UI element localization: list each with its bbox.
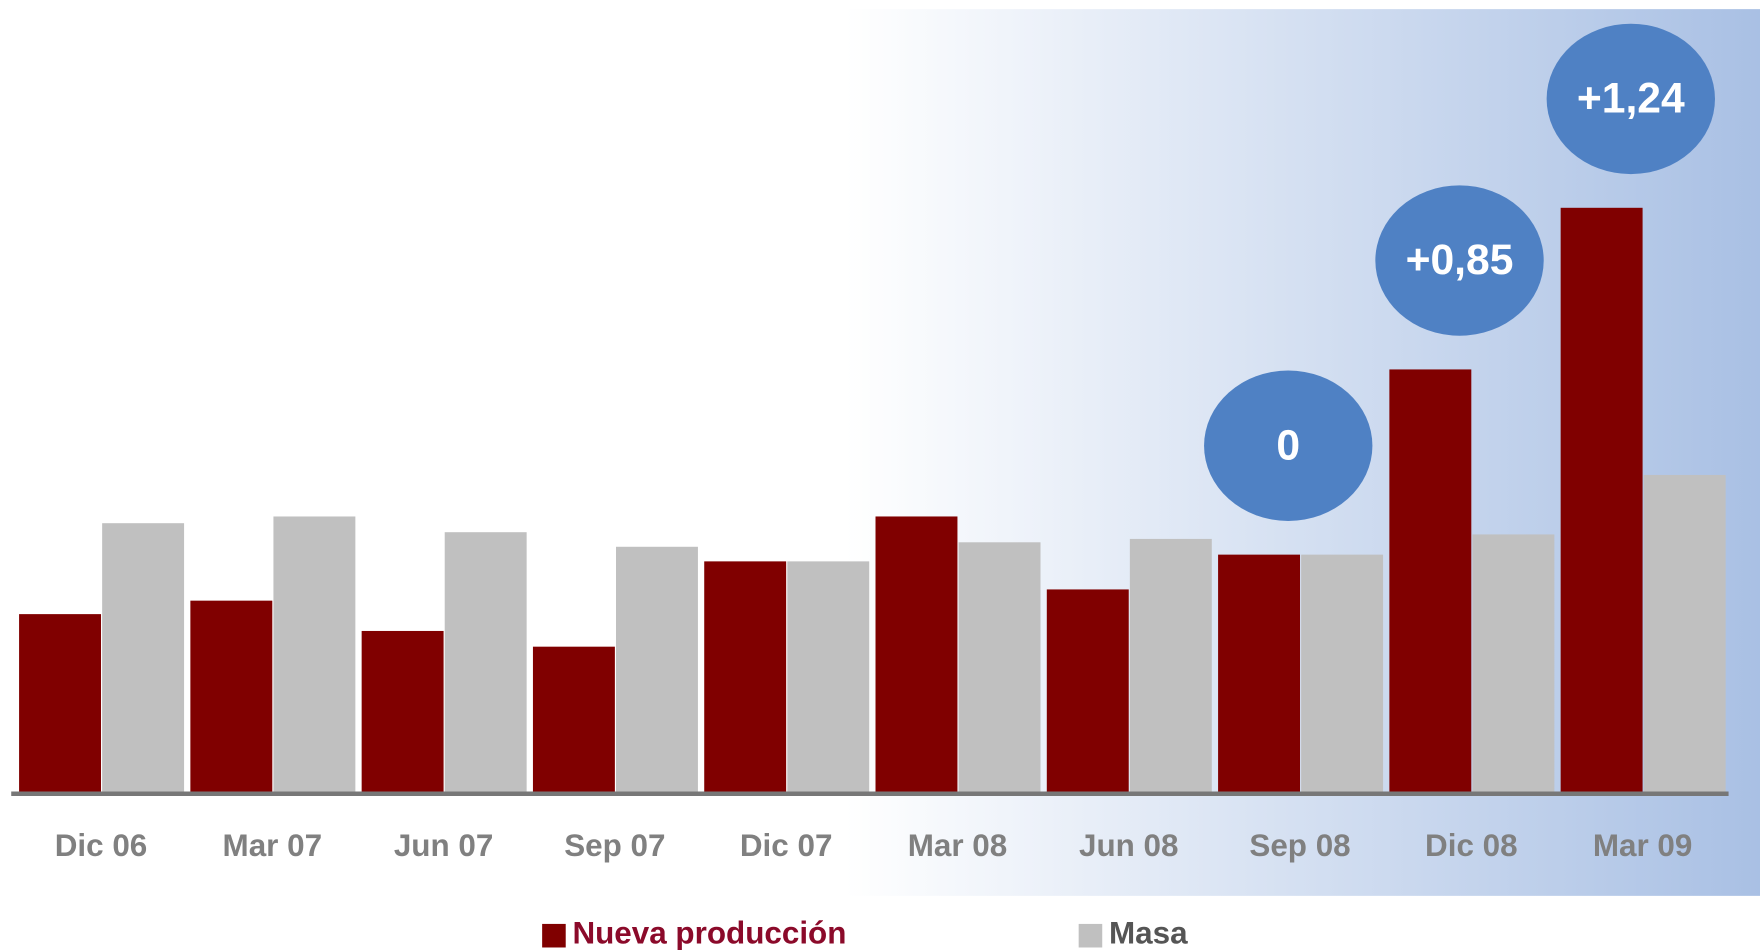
x-tick-label: Dic 08 [1425, 828, 1518, 863]
bar [1046, 589, 1129, 794]
x-tick-label: Dic 06 [55, 828, 148, 863]
bar [616, 546, 698, 794]
bar [875, 516, 958, 794]
bar [273, 516, 356, 794]
x-tick-label: Jun 08 [1079, 828, 1179, 863]
legend-label: Masa [1109, 915, 1188, 950]
bar [704, 561, 787, 794]
bar [1129, 538, 1212, 794]
bar [1560, 207, 1643, 794]
bar [532, 646, 615, 794]
bar [958, 542, 1041, 794]
x-tick-label: Dic 07 [740, 828, 833, 863]
x-tick-label: Sep 08 [1249, 828, 1350, 863]
legend-swatch [542, 923, 566, 948]
bar [19, 614, 102, 794]
bar [1301, 554, 1384, 794]
legend-label: Nueva producción [572, 915, 846, 950]
x-tick-label: Mar 09 [1593, 828, 1693, 863]
x-tick-label: Mar 08 [908, 828, 1008, 863]
annotation-bubble [1546, 23, 1715, 175]
bar [787, 561, 870, 794]
x-tick-label: Sep 07 [564, 828, 665, 863]
x-tick-label: Jun 07 [394, 828, 494, 863]
bar [361, 630, 444, 794]
legend-swatch [1078, 923, 1103, 948]
bar [444, 532, 527, 794]
bar [190, 600, 273, 794]
bar [1218, 554, 1301, 794]
annotation: +1,24 [1577, 74, 1685, 122]
annotation-bubble [1204, 370, 1373, 521]
x-tick-label: Mar 07 [223, 828, 323, 863]
bar [1643, 474, 1726, 794]
annotation: 0 [1276, 421, 1300, 469]
bar [102, 523, 185, 794]
bar [1472, 534, 1555, 794]
bar [1389, 369, 1472, 794]
annotation-bubble [1375, 185, 1544, 336]
annotation: +0,85 [1406, 236, 1514, 284]
